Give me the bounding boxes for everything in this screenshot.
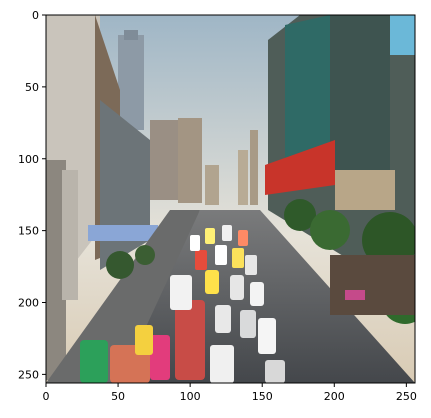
- y-tick-label: 50: [25, 81, 39, 94]
- y-tick-label: 250: [18, 368, 39, 381]
- y-tick-label: 200: [18, 297, 39, 310]
- x-tick-label: 0: [43, 390, 50, 403]
- y-axis: 0 50 100 150 200 250: [18, 9, 46, 381]
- x-tick-label: 50: [111, 390, 125, 403]
- x-tick-label: 200: [324, 390, 345, 403]
- street-photo: [46, 15, 415, 383]
- axes-frame: [45, 14, 416, 384]
- y-tick-label: 150: [18, 225, 39, 238]
- y-tick-label: 0: [32, 9, 39, 22]
- y-tick-label: 100: [18, 153, 39, 166]
- x-tick-label: 150: [252, 390, 273, 403]
- x-axis: 0 50 100 150 200 250: [43, 383, 417, 403]
- traffic: [80, 225, 285, 383]
- x-tick-label: 250: [396, 390, 417, 403]
- x-tick-label: 100: [180, 390, 201, 403]
